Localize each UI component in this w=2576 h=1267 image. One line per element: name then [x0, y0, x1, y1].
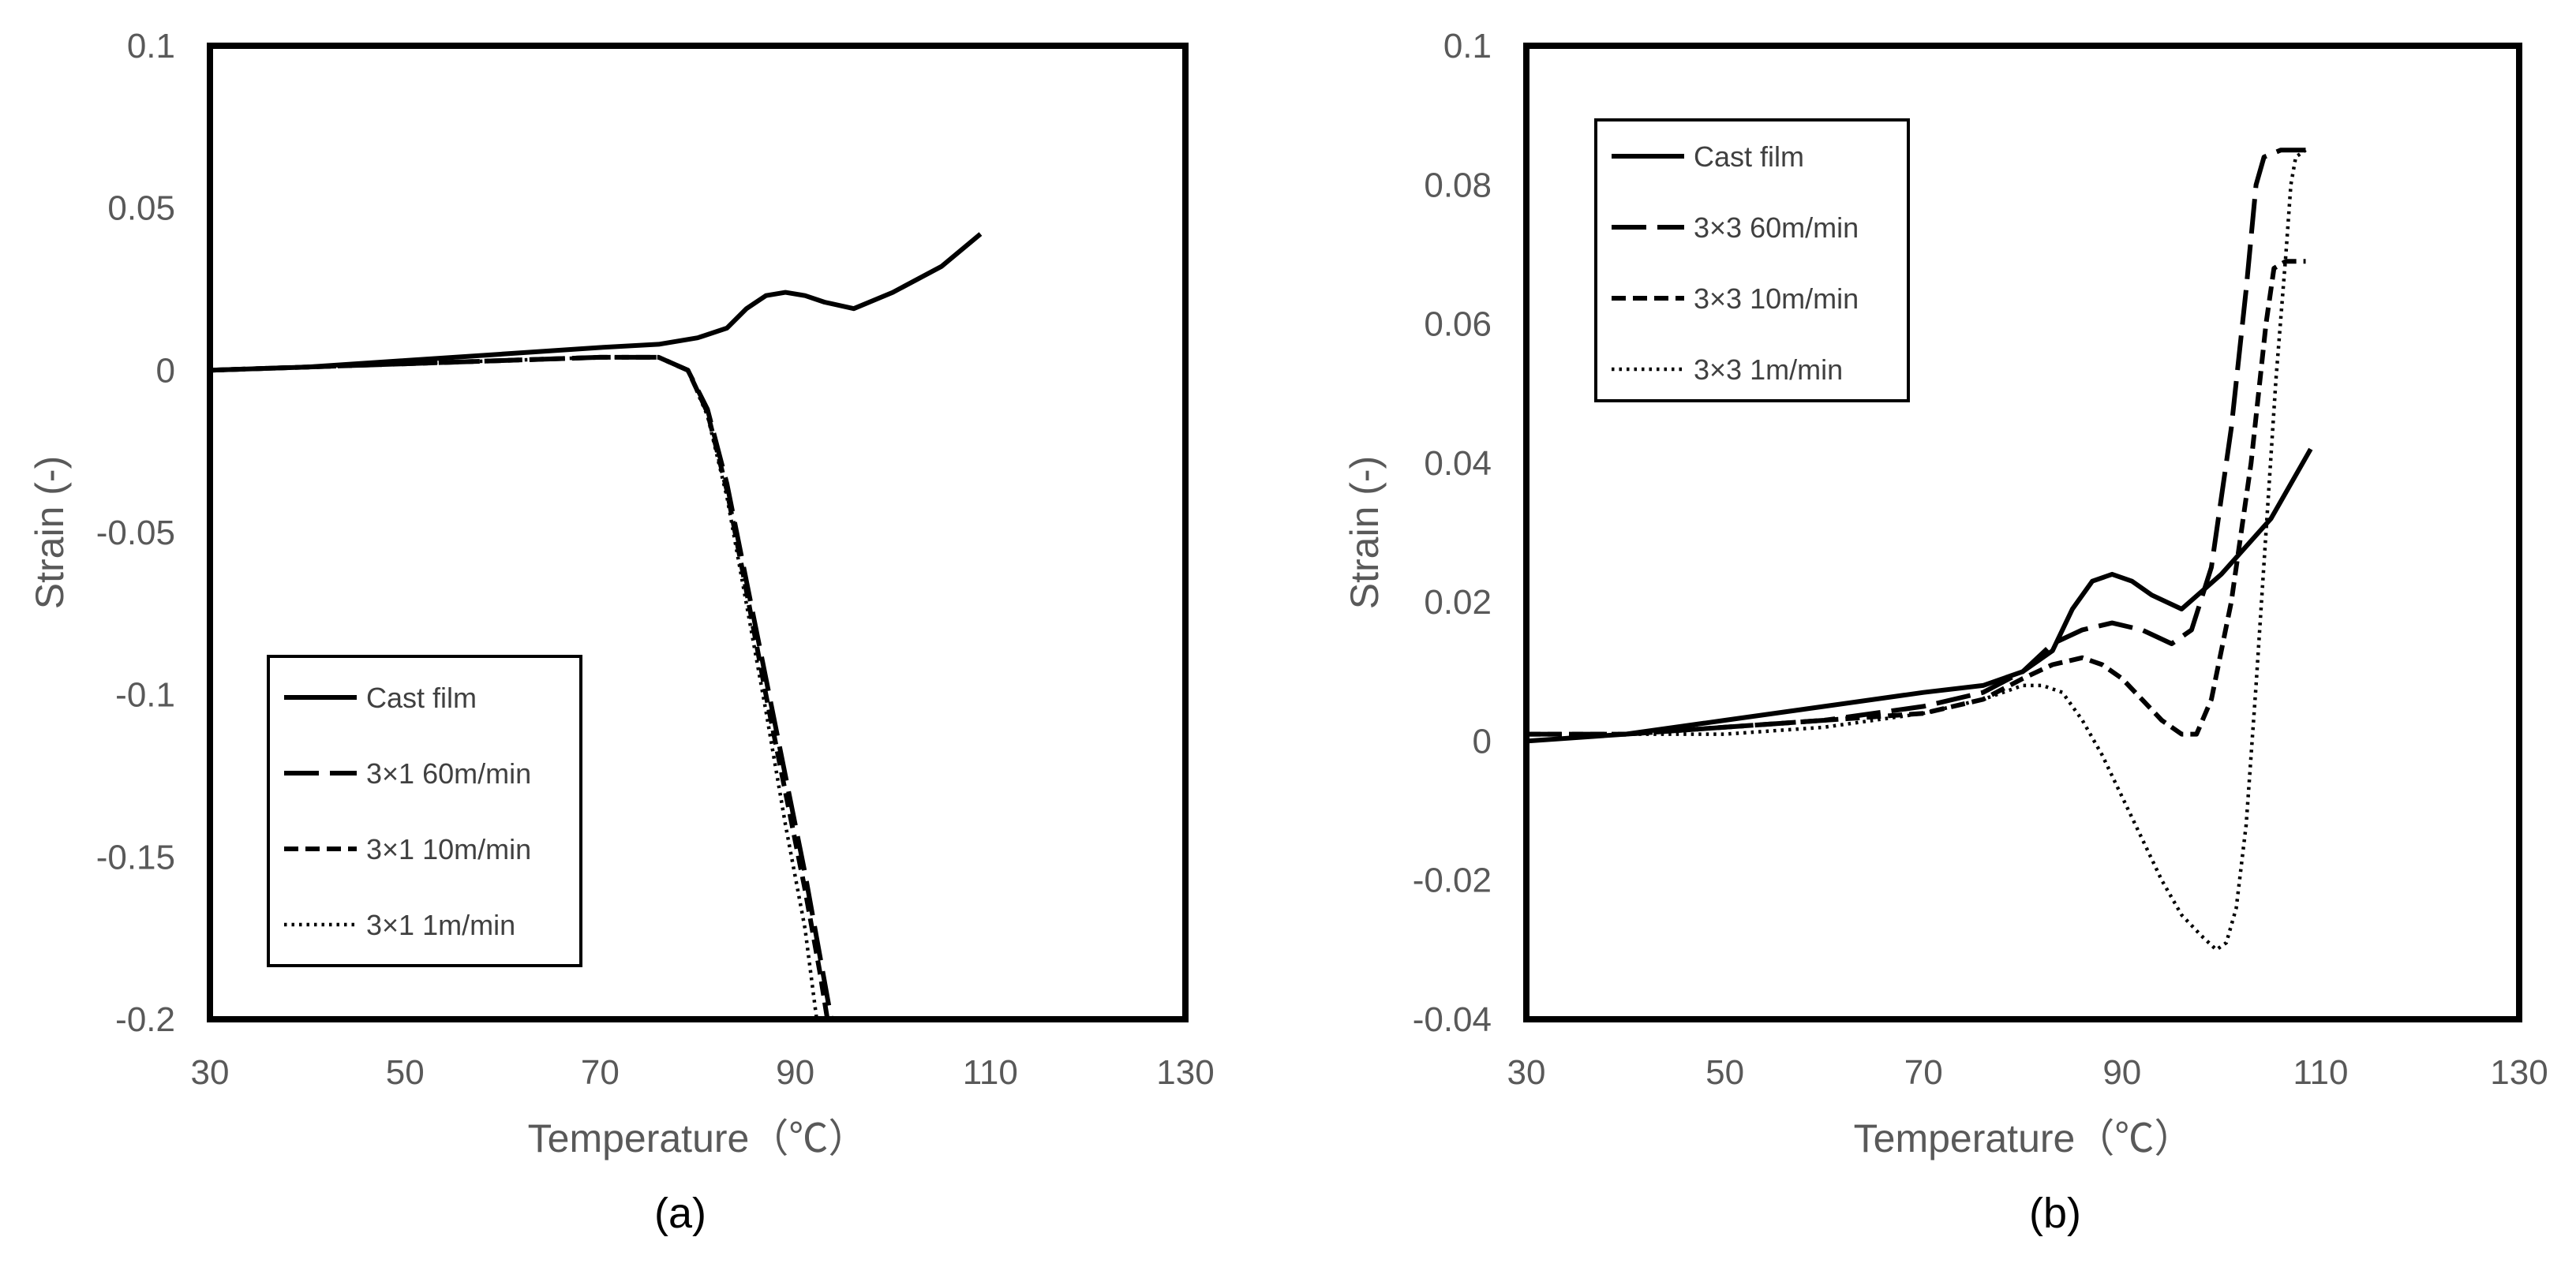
chart-panel-a: 0.1 0.05 0 -0.05 -0.1 -0.15 -0.2 30 50 70 90 110 13…	[28, 27, 1215, 1237]
chart-b-series-line-0	[1526, 447, 2313, 744]
chart-b-series-line-3	[1526, 148, 2307, 952]
chart-a-panel-label: (a)	[654, 1190, 706, 1237]
chart-a-y-tick-label: -0.2	[115, 1000, 175, 1039]
chart-a-series-line-0	[210, 232, 983, 373]
chart-b-x-tick-label: 70	[1904, 1053, 1943, 1092]
chart-a-x-tick-label: 50	[386, 1053, 425, 1092]
chart-a-y-tick-label: -0.1	[115, 676, 175, 715]
chart-a-y-tick-label: 0.1	[127, 27, 175, 65]
chart-b-y-tick-label: 0.06	[1424, 305, 1492, 344]
chart-b-legend-label-3: 3×3 1m/min	[1694, 353, 1843, 386]
chart-b-x-ticks: 30 50 70 90 110 130	[1507, 1053, 2548, 1092]
chart-a-y-tick-label: 0	[156, 351, 175, 390]
chart-a-legend-label-2: 3×1 10m/min	[366, 833, 531, 865]
chart-b-x-tick-label: 130	[2490, 1053, 2548, 1092]
chart-a-y-ticks: 0.1 0.05 0 -0.05 -0.1 -0.15 -0.2	[96, 27, 175, 1039]
chart-b-legend-label-2: 3×3 10m/min	[1694, 282, 1859, 315]
chart-a-x-axis-title: Temperature（℃）	[528, 1116, 868, 1160]
chart-a-x-tick-label: 110	[963, 1053, 1018, 1092]
chart-a-y-tick-label: -0.15	[96, 838, 175, 876]
chart-b-plot-frame	[1523, 43, 2522, 1022]
chart-b-series-line-2	[1526, 259, 2306, 737]
chart-b-y-tick-label: -0.04	[1413, 1000, 1492, 1039]
chart-b-legend-box	[1594, 118, 1910, 402]
chart-a-y-tick-label: -0.05	[96, 514, 175, 552]
chart-b-y-tick-label: 0.02	[1424, 583, 1492, 622]
chart-b-series-group	[1526, 148, 2313, 952]
chart-b-y-ticks: 0.1 0.08 0.06 0.04 0.02 0 -0.02 -0.04	[1413, 27, 1492, 1039]
chart-b-x-tick-label: 50	[1705, 1053, 1744, 1092]
chart-b-y-axis-title: Strain (-)	[1342, 456, 1387, 609]
chart-b-x-axis-title: Temperature（℃）	[1854, 1116, 2194, 1160]
chart-b-y-tick-label: 0	[1473, 722, 1492, 761]
chart-b-legend-label-1: 3×3 60m/min	[1694, 211, 1859, 244]
chart-a-y-tick-label: 0.05	[107, 189, 175, 228]
chart-a-series-line-3	[210, 355, 819, 1019]
chart-a-x-tick-label: 70	[581, 1053, 620, 1092]
chart-a-legend-label-1: 3×1 60m/min	[366, 757, 531, 790]
chart-b-y-tick-label: 0.08	[1424, 166, 1492, 204]
chart-a-x-tick-label: 130	[1156, 1053, 1214, 1092]
chart-b-y-tick-label: 0.04	[1424, 444, 1492, 483]
chart-b-x-tick-label: 90	[2102, 1053, 2141, 1092]
chart-a-legend-label-3: 3×1 1m/min	[366, 909, 515, 941]
chart-b-x-tick-label: 110	[2293, 1053, 2348, 1092]
chart-a-plot-frame	[207, 43, 1189, 1022]
chart-b-x-tick-label: 30	[1507, 1053, 1546, 1092]
chart-a-x-tick-label: 90	[776, 1053, 814, 1092]
chart-b-legend-label-0: Cast film	[1694, 140, 1804, 173]
chart-b-legend: Cast film 3×3 60m/min 3×3 10m/min 3×3 1m/mi…	[1594, 118, 1910, 402]
chart-b-y-tick-label: -0.02	[1413, 861, 1492, 900]
chart-b-y-tick-label: 0.1	[1443, 27, 1492, 65]
chart-panel-b: 0.1 0.08 0.06 0.04 0.02 0 -0.02 -0.04 30 50 70 90 1…	[1342, 27, 2548, 1237]
chart-a-x-tick-label: 30	[191, 1053, 230, 1092]
chart-a-legend: Cast film 3×1 60m/min 3×1 10m/min 3×1 1m/mi…	[267, 655, 582, 967]
chart-a-y-axis-title: Strain (-)	[28, 456, 72, 609]
chart-a-series-line-2	[210, 354, 830, 1019]
chart-a-legend-box	[267, 655, 582, 967]
chart-b-panel-label: (b)	[2029, 1190, 2081, 1237]
chart-a-legend-label-0: Cast film	[366, 682, 477, 714]
chart-b-series-line-1	[1526, 148, 2306, 737]
chart-a-x-ticks: 30 50 70 90 110 130	[191, 1053, 1215, 1092]
chart-a-series-group	[210, 232, 983, 1019]
